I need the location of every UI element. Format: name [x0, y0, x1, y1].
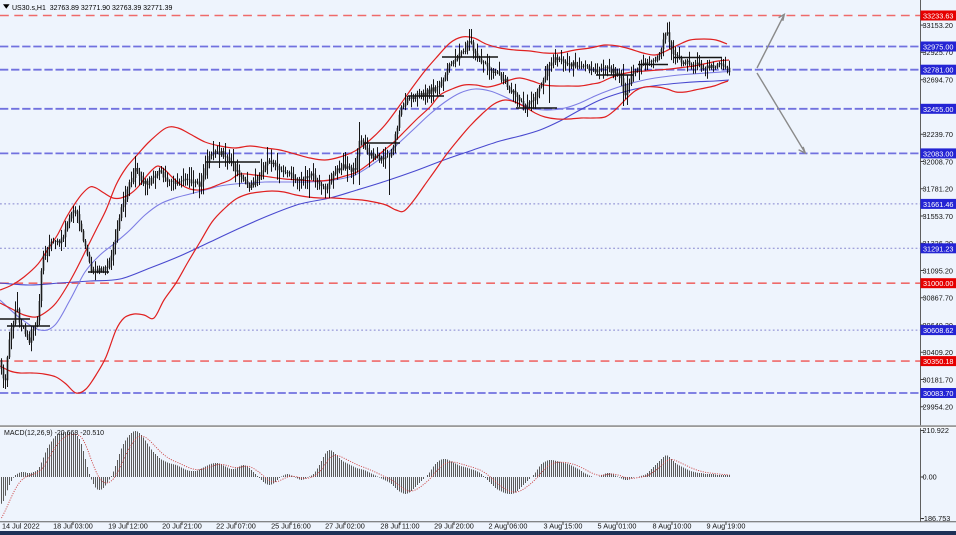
svg-text:31781.20: 31781.20 — [923, 185, 953, 194]
svg-text:31000.00: 31000.00 — [923, 279, 953, 288]
svg-text:33233.63: 33233.63 — [923, 12, 953, 21]
svg-text:30409.20: 30409.20 — [923, 348, 953, 357]
svg-text:9 Aug 19:00: 9 Aug 19:00 — [707, 522, 746, 531]
svg-text:32781.00: 32781.00 — [923, 66, 953, 75]
svg-text:33153.20: 33153.20 — [923, 21, 953, 30]
svg-text:0.00: 0.00 — [923, 473, 937, 482]
svg-text:32083.00: 32083.00 — [923, 149, 953, 158]
svg-text:32694.70: 32694.70 — [923, 76, 953, 85]
svg-text:31095.20: 31095.20 — [923, 266, 953, 275]
svg-text:31553.70: 31553.70 — [923, 212, 953, 221]
svg-text:-186.753: -186.753 — [922, 514, 951, 523]
svg-text:31661.46: 31661.46 — [923, 200, 953, 209]
svg-text:30083.70: 30083.70 — [923, 389, 953, 398]
svg-text:20 Jul 21:00: 20 Jul 21:00 — [162, 522, 202, 531]
svg-text:18 Jul 03:00: 18 Jul 03:00 — [53, 522, 93, 531]
svg-text:27 Jul 02:00: 27 Jul 02:00 — [325, 522, 365, 531]
svg-text:32008.70: 32008.70 — [923, 157, 953, 166]
svg-text:31291.23: 31291.23 — [923, 244, 953, 253]
svg-text:29 Jul 20:00: 29 Jul 20:00 — [434, 522, 474, 531]
svg-text:30608.62: 30608.62 — [923, 326, 953, 335]
svg-text:210.922: 210.922 — [923, 426, 949, 435]
svg-text:32975.00: 32975.00 — [923, 43, 953, 52]
svg-text:19 Jul 12:00: 19 Jul 12:00 — [108, 522, 148, 531]
svg-text:30867.70: 30867.70 — [923, 294, 953, 303]
svg-text:2 Aug 06:00: 2 Aug 06:00 — [489, 522, 528, 531]
svg-text:MACD(12,26,9) -20.668 -20.510: MACD(12,26,9) -20.668 -20.510 — [4, 430, 104, 437]
svg-text:3 Aug 15:00: 3 Aug 15:00 — [544, 522, 583, 531]
svg-text:32925.70: 32925.70 — [923, 48, 953, 57]
svg-text:32239.70: 32239.70 — [923, 130, 953, 139]
svg-text:32455.00: 32455.00 — [923, 105, 953, 114]
svg-text:8 Aug 10:00: 8 Aug 10:00 — [653, 522, 692, 531]
svg-text:28 Jul 11:00: 28 Jul 11:00 — [380, 522, 419, 531]
svg-text:30350.18: 30350.18 — [923, 357, 953, 366]
svg-text:29954.20: 29954.20 — [923, 403, 953, 412]
svg-text:30181.70: 30181.70 — [923, 375, 953, 384]
svg-text:5 Aug 01:00: 5 Aug 01:00 — [598, 522, 637, 531]
svg-text:US30.s,H1 32763.89 32771.90 3: US30.s,H1 32763.89 32771.90 32763.39 327… — [12, 5, 172, 12]
svg-text:22 Jul 07:00: 22 Jul 07:00 — [216, 522, 256, 531]
svg-text:25 Jul 16:00: 25 Jul 16:00 — [271, 522, 311, 531]
svg-text:14 Jul 2022: 14 Jul 2022 — [2, 522, 40, 531]
